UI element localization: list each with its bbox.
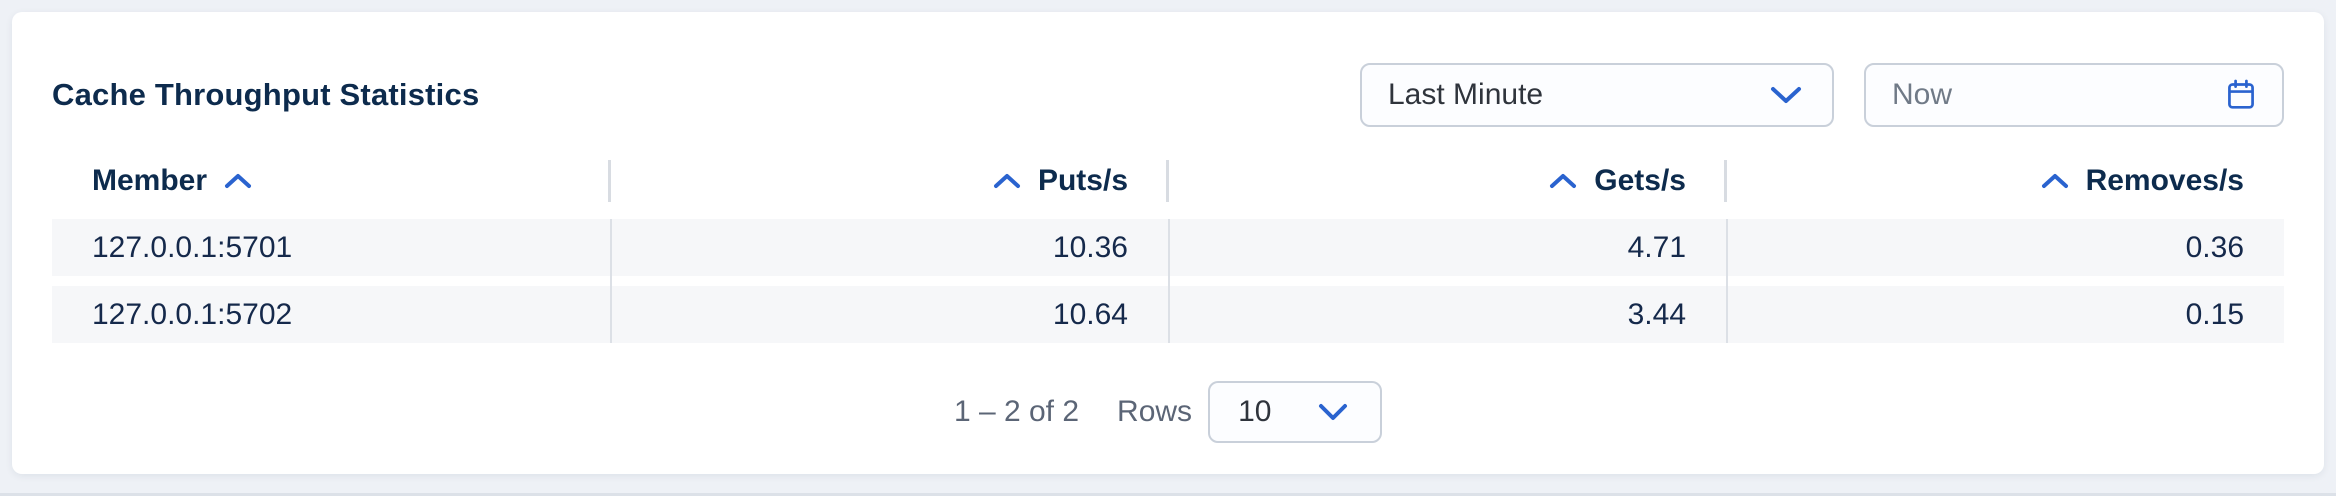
time-range-select[interactable]: Last Minute [1360,63,1834,127]
column-header-puts-label: Puts/s [1037,164,1128,197]
column-header-gets-label: Gets/s [1594,164,1686,197]
chevron-down-icon [1766,82,1806,108]
member-cell: 127.0.0.1:5702 [92,297,293,331]
calendar-icon[interactable] [2226,79,2256,111]
gets-cell: 3.44 [1627,297,1686,331]
column-header-member-label: Member [92,164,208,197]
cache-throughput-panel: Cache Throughput Statistics Last Minute [12,12,2324,474]
table-header-row: Member Puts/s Gets/s [52,155,2284,207]
column-header-puts[interactable]: Puts/s [610,155,1169,207]
column-divider [610,219,612,343]
puts-cell: 10.36 [1052,230,1128,264]
time-range-value: Last Minute [1388,78,1544,111]
time-controls: Last Minute [1360,63,2284,127]
chevron-down-icon [1314,400,1352,424]
table-body: 127.0.0.1:5701 10.36 4.71 0.36 127.0.0.1… [52,219,2284,343]
sort-ascending-icon [1546,170,1580,192]
removes-cell: 0.15 [2185,297,2244,331]
sort-ascending-icon [221,170,255,192]
member-cell: 127.0.0.1:5701 [92,230,293,264]
sort-ascending-icon [2038,170,2072,192]
column-header-member[interactable]: Member [52,155,611,207]
time-point-input[interactable] [1892,78,2192,112]
puts-cell: 10.64 [1052,297,1128,331]
time-point-field[interactable] [1864,63,2284,127]
removes-cell: 0.36 [2185,230,2244,264]
panel-title: Cache Throughput Statistics [52,77,480,112]
column-header-removes[interactable]: Removes/s [1726,155,2284,207]
pagination-bar: 1 – 2 of 2 Rows 10 [52,381,2284,443]
column-header-removes-label: Removes/s [2085,164,2244,197]
rows-per-page-label: Rows [1117,395,1193,428]
gets-cell: 4.71 [1627,230,1686,264]
column-divider [1168,219,1170,343]
column-header-gets[interactable]: Gets/s [1168,155,1727,207]
rows-per-page-value: 10 [1238,395,1272,428]
column-divider [1726,219,1728,343]
sort-ascending-icon [990,170,1024,192]
panel-header: Cache Throughput Statistics Last Minute [52,63,2284,127]
pagination-range-text: 1 – 2 of 2 [953,395,1080,428]
rows-per-page-select[interactable]: 10 [1208,381,1383,443]
